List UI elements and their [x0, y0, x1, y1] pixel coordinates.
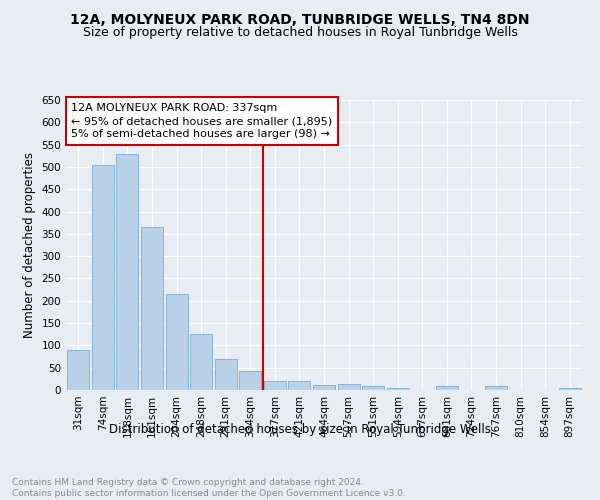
Bar	[313, 384, 335, 390]
Text: Distribution of detached houses by size in Royal Tunbridge Wells: Distribution of detached houses by size …	[109, 422, 491, 436]
Bar	[239, 372, 262, 390]
Bar	[264, 381, 286, 390]
Bar	[166, 294, 188, 390]
Bar	[386, 388, 409, 390]
Text: Contains HM Land Registry data © Crown copyright and database right 2024.
Contai: Contains HM Land Registry data © Crown c…	[12, 478, 406, 498]
Bar	[289, 381, 310, 390]
Bar	[67, 350, 89, 390]
Bar	[485, 386, 507, 390]
Bar	[190, 334, 212, 390]
Text: Size of property relative to detached houses in Royal Tunbridge Wells: Size of property relative to detached ho…	[83, 26, 517, 39]
Bar	[436, 386, 458, 390]
Bar	[215, 359, 237, 390]
Bar	[362, 386, 384, 390]
Bar	[141, 227, 163, 390]
Bar	[116, 154, 139, 390]
Y-axis label: Number of detached properties: Number of detached properties	[23, 152, 36, 338]
Bar	[92, 164, 114, 390]
Text: 12A, MOLYNEUX PARK ROAD, TUNBRIDGE WELLS, TN4 8DN: 12A, MOLYNEUX PARK ROAD, TUNBRIDGE WELLS…	[70, 12, 530, 26]
Bar	[338, 384, 359, 390]
Text: 12A MOLYNEUX PARK ROAD: 337sqm
← 95% of detached houses are smaller (1,895)
5% o: 12A MOLYNEUX PARK ROAD: 337sqm ← 95% of …	[71, 103, 332, 140]
Bar	[559, 388, 581, 390]
